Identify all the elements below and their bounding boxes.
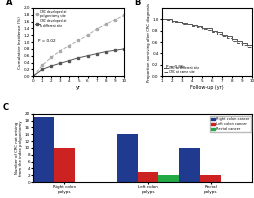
Bar xyxy=(137,172,158,182)
Y-axis label: Cumulative Incidence (%): Cumulative Incidence (%) xyxy=(18,16,22,69)
X-axis label: Follow-up (yr): Follow-up (yr) xyxy=(189,85,223,90)
Bar xyxy=(179,148,199,182)
Bar xyxy=(116,134,137,182)
Text: P = 0.02: P = 0.02 xyxy=(38,39,55,43)
Text: A: A xyxy=(6,0,12,7)
Legend: CRC developed at
polypectomy site, CRC developed at
a different site: CRC developed at polypectomy site, CRC d… xyxy=(35,10,67,28)
Legend: Right colon cancer, Left colon cancer, Rectal cancer: Right colon cancer, Left colon cancer, R… xyxy=(209,116,250,132)
X-axis label: yr: yr xyxy=(76,85,81,90)
Bar xyxy=(199,175,220,182)
Legend: CRC at different site, CRC at same site: CRC at different site, CRC at same site xyxy=(163,66,199,75)
Bar xyxy=(158,175,179,182)
Text: B: B xyxy=(134,0,140,7)
Text: C: C xyxy=(3,103,9,112)
Text: P = 0.96: P = 0.96 xyxy=(166,65,183,69)
Bar xyxy=(33,117,54,182)
Y-axis label: Proportion surviving after CRC diagnosis: Proportion surviving after CRC diagnosis xyxy=(146,3,150,82)
Y-axis label: Number of CRC not arising
from the index polypectomy: Number of CRC not arising from the index… xyxy=(15,120,23,176)
Bar xyxy=(54,148,75,182)
